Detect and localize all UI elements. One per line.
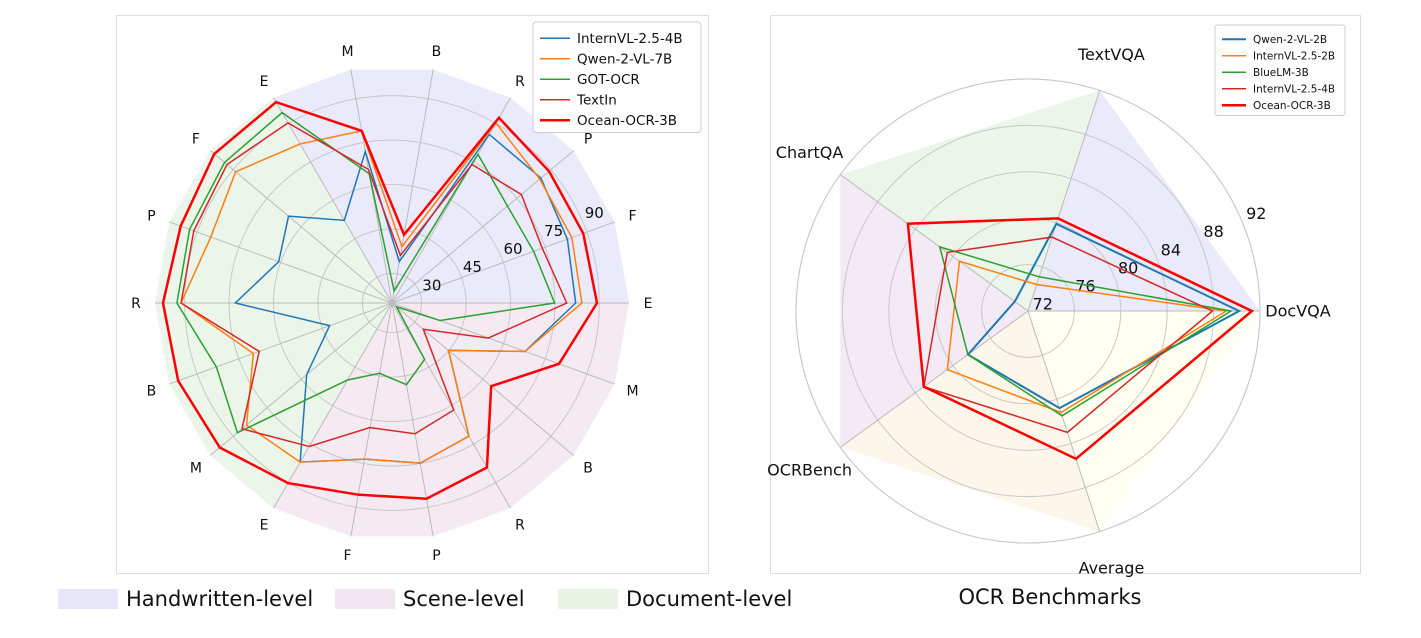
axis-spoke bbox=[210, 150, 393, 304]
axis-spoke bbox=[391, 150, 574, 304]
axis-label: M bbox=[190, 460, 202, 476]
axis-spoke bbox=[169, 221, 393, 304]
axis-label: DocVQA bbox=[1265, 302, 1330, 321]
legend-label: InternVL-2.5-2B bbox=[1253, 51, 1335, 63]
series-line-bluelm-3b bbox=[938, 245, 1234, 417]
sector-fill bbox=[1028, 311, 1260, 532]
radial-tick-label: 84 bbox=[1161, 240, 1181, 259]
axis-spoke bbox=[391, 302, 511, 509]
axis-label: R bbox=[515, 518, 525, 534]
legend-box bbox=[1214, 24, 1346, 116]
ocr-benchmarks-title: OCR Benchmarks bbox=[958, 585, 1142, 609]
radial-tick-label: 88 bbox=[1203, 222, 1223, 241]
radial-tick-label: 80 bbox=[1118, 258, 1138, 277]
axis-label: M bbox=[341, 44, 353, 60]
axis-label: R bbox=[131, 296, 141, 312]
handwritten-swatch bbox=[58, 589, 118, 609]
radial-tick-label: 60 bbox=[503, 240, 522, 258]
legend-label: InternVL-2.5-4B bbox=[1253, 84, 1335, 96]
axis-label: Average bbox=[1079, 558, 1145, 577]
axis-label: P bbox=[147, 208, 155, 224]
radial-tick-label: 30 bbox=[422, 276, 441, 294]
axis-label: F bbox=[192, 131, 200, 147]
legend-label: Ocean-OCR-3B bbox=[577, 113, 677, 129]
axis-label: R bbox=[515, 74, 525, 90]
axis-spoke bbox=[1027, 310, 1101, 532]
axis-spoke bbox=[210, 302, 393, 456]
axis-label: B bbox=[432, 44, 442, 60]
left-panel-frame bbox=[116, 15, 709, 574]
axis-spoke bbox=[840, 174, 1029, 312]
axis-spoke bbox=[273, 302, 393, 509]
axis-label: E bbox=[644, 296, 653, 312]
axis-label: ChartQA bbox=[776, 143, 844, 162]
series-line-got-ocr bbox=[176, 111, 556, 434]
sector-fill bbox=[840, 174, 1028, 448]
series-line-internvl-2.5-2b bbox=[946, 260, 1229, 414]
axis-label: E bbox=[260, 518, 269, 534]
legend-label: Handwritten-level bbox=[126, 587, 314, 611]
sector-fill bbox=[1028, 90, 1260, 311]
axis-spoke bbox=[391, 221, 615, 304]
axis-spoke bbox=[391, 97, 511, 304]
radial-tick-label: 92 bbox=[1246, 204, 1266, 223]
axis-spoke bbox=[350, 302, 393, 537]
legend-scene-level: Scene-level bbox=[335, 585, 525, 613]
radial-tick-label: 90 bbox=[585, 204, 604, 222]
series-line-ocean-ocr-3b bbox=[161, 100, 599, 501]
capability-radar-chart: E F P R B M E F P R B M E F P R B M 30 45 60 75 90 InternVL-2.5… bbox=[131, 21, 702, 564]
legend-label: Qwen-2-VL-7B bbox=[577, 52, 672, 68]
sector-fill bbox=[840, 311, 1100, 532]
axis-label: B bbox=[147, 383, 157, 399]
scene-swatch bbox=[335, 589, 395, 609]
axis-label: F bbox=[629, 208, 637, 224]
legend-document-level: Document-level bbox=[558, 585, 792, 613]
axis-label: B bbox=[583, 460, 593, 476]
axis-label: P bbox=[584, 131, 592, 147]
axis-spoke bbox=[169, 302, 393, 385]
axis-spoke bbox=[840, 310, 1029, 448]
axis-label: P bbox=[432, 548, 440, 564]
axis-label: E bbox=[260, 74, 269, 90]
legend-label: InternVL-2.5-4B bbox=[577, 31, 683, 47]
axis-label: OCRBench bbox=[767, 460, 852, 479]
axis-spoke bbox=[273, 97, 393, 304]
series-line-internvl-2.5-4b bbox=[922, 236, 1214, 434]
legend-label: TextIn bbox=[576, 93, 617, 109]
axis-label: TextVQA bbox=[1077, 45, 1145, 64]
legend-label: Document-level bbox=[626, 587, 793, 611]
legend-box bbox=[532, 21, 702, 133]
benchmark-radar-chart: DocVQATextVQAChartQAOCRBenchAverage72768… bbox=[767, 24, 1346, 577]
series-line-ocean-ocr-3b bbox=[906, 217, 1255, 461]
axis-spoke bbox=[391, 69, 434, 304]
sector-scene-level bbox=[273, 303, 629, 537]
axis-spoke bbox=[1027, 90, 1101, 312]
legend-label: Ocean-OCR-3B bbox=[1253, 100, 1331, 112]
radial-tick-label: 75 bbox=[544, 222, 563, 240]
radial-tick-label: 72 bbox=[1033, 295, 1053, 314]
right-panel-frame bbox=[770, 15, 1361, 574]
legend-handwritten-level: Handwritten-level bbox=[58, 585, 313, 613]
legend-label: GOT-OCR bbox=[577, 72, 640, 88]
legend-label: BlueLM-3B bbox=[1253, 67, 1309, 79]
document-swatch bbox=[558, 589, 618, 609]
axis-label: F bbox=[344, 548, 352, 564]
series-line-qwen-2-vl-2b bbox=[966, 222, 1242, 410]
axis-label: M bbox=[627, 383, 639, 399]
radial-tick-label: 45 bbox=[463, 258, 482, 276]
legend-label: Scene-level bbox=[403, 587, 525, 611]
legend-label: Qwen-2-VL-2B bbox=[1253, 34, 1327, 46]
series-line-textin bbox=[180, 122, 568, 448]
sector-fill bbox=[840, 90, 1100, 311]
